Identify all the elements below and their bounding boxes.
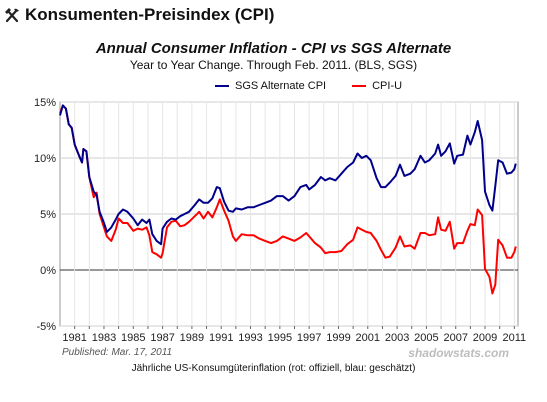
- legend-swatch-sgs: [215, 85, 229, 87]
- page-heading-text: Konsumenten-Preisindex (CPI): [25, 5, 275, 24]
- y-tick-label: -5%: [36, 321, 56, 333]
- x-tick-label: 1997: [297, 332, 321, 344]
- x-tick-label: 1999: [326, 332, 350, 344]
- series-line-cpi-u: [59, 104, 517, 295]
- series-layer: [59, 104, 517, 295]
- x-tick-label: 2005: [414, 332, 438, 344]
- x-tick-label: 2011: [503, 332, 527, 344]
- y-tick-label: 15%: [34, 97, 56, 109]
- page-heading: Konsumenten-Preisindex (CPI): [4, 2, 274, 28]
- chart-subtitle: Year to Year Change. Through Feb. 2011. …: [129, 58, 418, 72]
- x-tick-label: 1987: [150, 332, 174, 344]
- x-tick-label: 1991: [209, 332, 233, 344]
- legend-label-sgs: SGS Alternate CPI: [235, 80, 327, 92]
- chart-title: Annual Consumer Inflation - CPI vs SGS A…: [95, 40, 452, 57]
- x-tick-label: 1983: [92, 332, 116, 344]
- legend-item-sgs: SGS Alternate CPI: [215, 80, 326, 92]
- x-tick-label: 1995: [268, 332, 292, 344]
- published-date: Published: Mar. 17, 2011: [62, 347, 173, 358]
- x-tick-label: 1985: [121, 332, 145, 344]
- axis-layer: 15% 10% 5% 0% -5% 1981 1983 1985 1987 1989 1991 199…: [34, 97, 526, 344]
- x-tick-label: 2003: [385, 332, 409, 344]
- legend-label-cpi-u: CPI-U: [372, 80, 403, 92]
- x-tick-label: 1993: [238, 332, 262, 344]
- series-line-sgs: [59, 104, 517, 246]
- x-tick-label: 1981: [62, 332, 86, 344]
- legend-item-cpi-u: CPI-U: [352, 80, 402, 92]
- x-tick-label: 2007: [443, 332, 467, 344]
- x-tick-label: 1989: [180, 332, 204, 344]
- hammer-pick-icon: [5, 8, 19, 23]
- chart-legend: SGS Alternate CPI CPI-U: [215, 80, 428, 92]
- legend-swatch-cpi-u: [352, 85, 367, 87]
- y-tick-label: 0%: [40, 265, 56, 277]
- x-tick-label: 2001: [356, 332, 380, 344]
- y-tick-label: 5%: [40, 209, 56, 221]
- chart-caption: Jährliche US-Konsumgüterinflation (rot: …: [131, 363, 416, 374]
- x-tick-label: 2009: [473, 332, 497, 344]
- y-tick-label: 10%: [34, 153, 56, 165]
- watermark: shadowstats.com: [408, 346, 509, 360]
